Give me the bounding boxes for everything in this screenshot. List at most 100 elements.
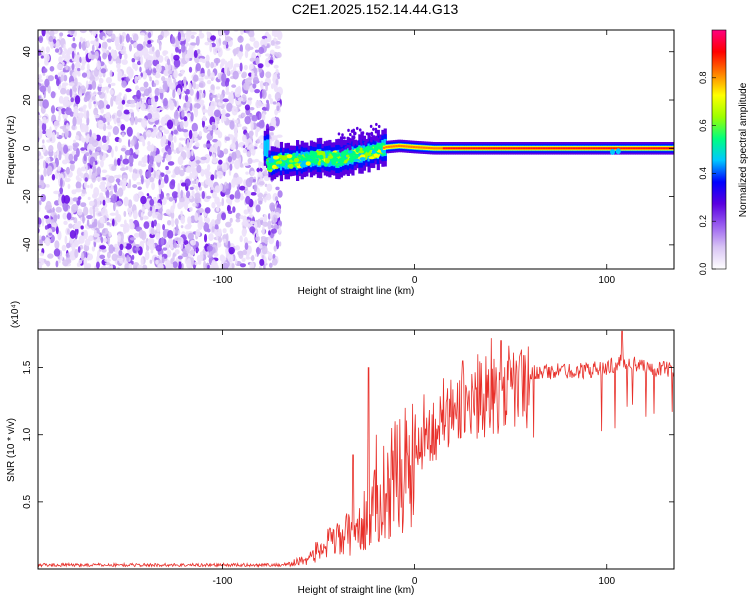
band-ridge-red (472, 147, 476, 150)
band-ridge-red (442, 147, 446, 150)
noise-blob (49, 30, 55, 37)
noise-blob (43, 68, 48, 73)
band-core-blob (355, 153, 359, 159)
noise-blob (65, 107, 72, 116)
noise-blob (78, 196, 82, 200)
noise-blob (215, 58, 219, 66)
noise-blob (77, 112, 84, 119)
noise-blob (221, 72, 227, 83)
noise-blob (149, 76, 152, 82)
spectrogram-y-ticks: 40 20 0 -20 -40 (22, 46, 674, 252)
noise-blob (113, 159, 118, 168)
noise-blob (239, 185, 246, 191)
noise-blob (170, 205, 175, 214)
band-speck (349, 132, 352, 137)
band-core-blob (276, 160, 283, 164)
noise-blob (202, 92, 205, 99)
noise-blob (110, 82, 116, 86)
band-speck (352, 142, 355, 147)
band-speck (341, 148, 344, 152)
noise-blob (85, 135, 89, 144)
noise-blob (93, 233, 100, 238)
noise-blob (45, 46, 50, 53)
noise-blob (89, 84, 93, 91)
noise-blob (69, 250, 75, 257)
noise-blob (247, 157, 253, 165)
noise-blob (254, 143, 258, 148)
noise-blob (258, 200, 263, 205)
noise-blob (79, 36, 83, 43)
noise-blob (44, 204, 51, 211)
noise-blob (227, 240, 231, 249)
band-ridge-red (395, 145, 399, 148)
noise-blob (170, 218, 175, 227)
noise-blob (212, 190, 217, 199)
noise-blob (183, 76, 187, 85)
noise-blob (70, 165, 74, 170)
noise-blob (89, 54, 96, 60)
noise-blob (89, 168, 92, 176)
noise-blob (232, 48, 239, 55)
noise-blob (94, 107, 98, 111)
noise-blob (263, 263, 266, 269)
noise-blob (189, 249, 196, 256)
noise-blob (188, 129, 193, 140)
band-ridge-red (430, 147, 434, 150)
noise-blob (38, 99, 41, 107)
noise-blob (234, 245, 241, 251)
noise-blob (173, 135, 177, 143)
noise-blob (275, 40, 281, 45)
band-ridge-red (625, 147, 629, 150)
noise-blob (111, 165, 117, 172)
band-speck (359, 140, 363, 144)
noise-blob (267, 220, 272, 230)
noise-blob (80, 225, 84, 230)
band-ridge-red (412, 145, 416, 149)
noise-blob (93, 91, 97, 96)
noise-blob (189, 186, 194, 191)
noise-blob (194, 212, 199, 222)
band-ridge-red (477, 147, 481, 150)
noise-blob (184, 53, 190, 63)
noise-blob (105, 189, 110, 200)
noise-blob (155, 153, 162, 163)
noise-blob (270, 83, 275, 90)
band-ridge-red (570, 147, 574, 150)
noise-blob (140, 211, 144, 217)
noise-blob (221, 212, 226, 221)
noise-blob (192, 80, 196, 90)
noise-blob (64, 177, 71, 183)
noise-blob (125, 88, 132, 93)
noise-blob (92, 39, 100, 47)
noise-blob (165, 153, 172, 162)
noise-blob (271, 258, 278, 266)
noise-blob (157, 169, 161, 176)
noise-blob (42, 99, 49, 109)
band-ridge-red (600, 147, 604, 150)
noise-blob (246, 150, 252, 158)
band-speck (343, 136, 346, 140)
noise-blob (222, 262, 229, 269)
noise-blob (219, 93, 224, 104)
noise-blob (34, 241, 38, 250)
noise-blob (234, 258, 238, 265)
noise-blob (155, 259, 159, 265)
noise-blob (224, 78, 230, 88)
band-core-blob (317, 161, 321, 166)
band-ridge-red (432, 147, 436, 150)
noise-blob (260, 119, 265, 128)
noise-blob (56, 131, 59, 138)
noise-blob (252, 178, 256, 183)
noise-blob (65, 166, 70, 175)
noise-blob (88, 200, 95, 207)
noise-blob (68, 153, 74, 162)
noise-blob (187, 216, 192, 225)
band-core-blob (377, 145, 383, 150)
noise-blob (142, 93, 145, 97)
noise-blob (78, 41, 82, 50)
noise-blob (58, 109, 62, 116)
noise-blob (141, 156, 147, 164)
noise-blob (34, 152, 38, 158)
noise-blob (147, 40, 152, 45)
noise-blob (176, 244, 180, 248)
